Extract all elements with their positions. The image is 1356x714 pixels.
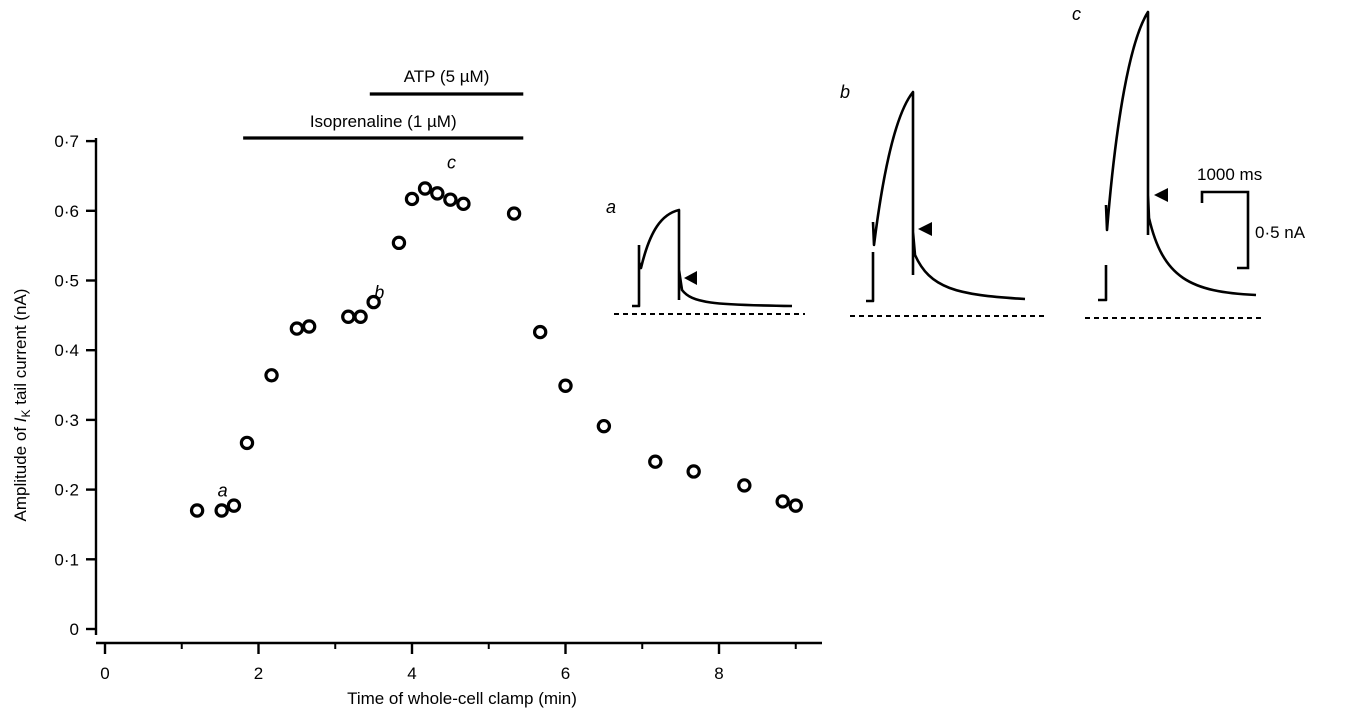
data-point: [443, 192, 458, 207]
data-point: [404, 191, 420, 207]
isoprenaline-bar-label: Isoprenaline (1 µM): [310, 112, 457, 131]
point-annotation-a: a: [218, 481, 228, 501]
data-point: [430, 186, 445, 201]
atp-bar-label: ATP (5 µM): [404, 67, 490, 86]
data-point: [686, 464, 701, 479]
y-tick-label: 0·3: [54, 411, 79, 430]
y-tick-label: 0·4: [54, 341, 79, 360]
y-tick-label: 0·6: [54, 202, 79, 221]
data-point: [596, 418, 612, 434]
scale-bar-time-label: 1000 ms: [1197, 165, 1262, 184]
scale-bar: 1000 ms 0·5 nA: [1197, 165, 1306, 270]
inset-label-a: a: [606, 197, 616, 217]
point-annotation-b: b: [374, 283, 384, 303]
y-tick-label: 0·2: [54, 481, 79, 500]
data-point: [532, 324, 548, 340]
inset-label-b: b: [840, 82, 850, 102]
data-point: [214, 503, 229, 518]
y-tick-label: 0·1: [54, 550, 79, 569]
data-point: [648, 454, 663, 469]
y-ticks: 0 0·1 0·2 0·3 0·4 0·5 0·6 0·7: [54, 132, 96, 639]
isoprenaline-bar: Isoprenaline (1 µM): [243, 112, 524, 140]
data-point: [391, 235, 407, 251]
inset-c-tail-arrow: [1154, 188, 1168, 202]
data-point: [788, 498, 803, 513]
scale-bar-current-label: 0·5 nA: [1255, 223, 1306, 242]
y-tick-label: 0: [70, 620, 79, 639]
x-tick-label: 2: [254, 664, 263, 683]
point-annotation-c: c: [447, 152, 456, 172]
x-tick-label: 8: [714, 664, 723, 683]
inset-trace-b: b: [840, 82, 1045, 317]
data-point: [366, 294, 381, 310]
data-point: [506, 206, 522, 221]
data-point: [289, 321, 305, 336]
inset-a-current-trace: [632, 208, 793, 308]
data-point: [226, 498, 242, 513]
x-axis-title: Time of whole-cell clamp (min): [347, 689, 577, 708]
scale-bar-shape: [1200, 190, 1250, 270]
data-point: [737, 478, 752, 493]
y-axis-title: Amplitude of IK tail current (nA): [11, 289, 33, 522]
y-axis: 0 0·1 0·2 0·3 0·4 0·5 0·6 0·7: [54, 132, 98, 639]
data-point: [775, 494, 790, 509]
atp-bar: ATP (5 µM): [369, 67, 524, 96]
x-tick-label: 4: [407, 664, 416, 683]
data-point: [264, 368, 279, 383]
y-tick-label: 0·5: [54, 272, 79, 291]
data-point: [456, 196, 471, 212]
inset-trace-c: c: [1072, 4, 1265, 319]
data-point: [239, 435, 255, 451]
x-axis: 0 2 4 6 8: [96, 641, 822, 683]
inset-trace-a: a: [606, 197, 805, 315]
data-point: [558, 378, 573, 393]
data-point: [353, 309, 368, 324]
inset-c-current-trace: [1098, 10, 1257, 302]
data-points: [189, 181, 803, 518]
inset-b-tail-arrow: [918, 222, 932, 236]
x-tick-label: 0: [100, 664, 109, 683]
x-ticks: 0 2 4 6 8: [100, 643, 797, 683]
inset-a-tail-arrow: [684, 271, 697, 285]
data-point: [189, 503, 205, 518]
x-tick-label: 6: [561, 664, 570, 683]
data-point: [417, 181, 433, 196]
y-tick-label: 0·7: [54, 132, 79, 151]
inset-b-current-trace: [866, 90, 1026, 303]
data-point: [301, 319, 317, 334]
point-annotations: a b c: [218, 152, 456, 500]
inset-label-c: c: [1072, 4, 1081, 24]
data-point: [341, 309, 356, 324]
